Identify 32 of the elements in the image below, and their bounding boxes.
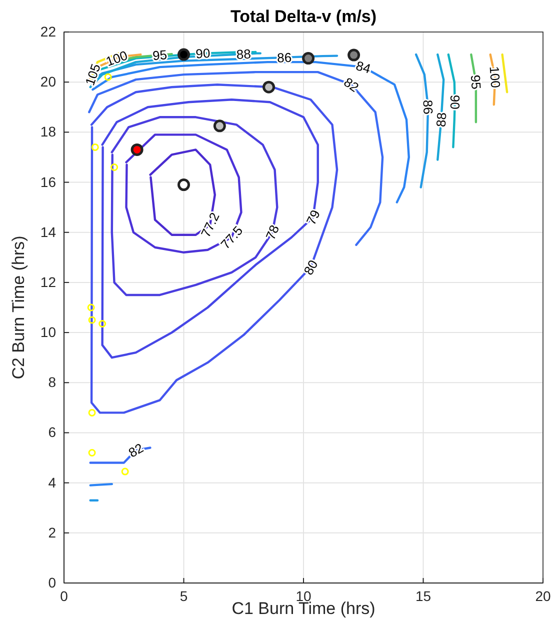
series-label: 90 [195,45,211,62]
text: 95 [468,74,484,90]
y-tick-label: 12 [40,274,56,290]
y-tick-label: 20 [40,74,56,90]
text: 82 [126,440,146,460]
text: 79 [303,208,324,228]
y-tick-label: 0 [48,574,56,590]
y-tick-label: 16 [40,174,56,190]
text: 82 [341,74,362,95]
y-tick-label: 14 [40,224,56,240]
y-tick-label: 18 [40,124,56,140]
series-label: 88 [236,46,252,62]
y-tick-label: 8 [48,374,56,390]
text: 88 [433,112,450,128]
x-tick-label: 5 [180,588,188,604]
x-tick-label: 20 [535,588,551,604]
text: 84 [354,58,372,76]
text: 80 [300,257,321,278]
y-tick-label: 10 [40,324,56,340]
y-tick-label: 2 [48,524,56,540]
text: 100 [486,66,504,88]
text: 86 [420,100,436,115]
y-tick-label: 22 [40,23,56,40]
chart-title: Total Delta-v (m/s) [230,7,377,26]
text: 78 [262,222,282,242]
x-tick-label: 15 [415,588,432,604]
x-tick-label: 0 [60,588,68,604]
text: 90 [447,94,462,110]
y-tick-label: 4 [48,474,56,490]
y-axis-title: C2 Burn Time (hrs) [9,236,28,380]
y-tick-label: 6 [48,424,56,440]
series-label: 95 [152,47,168,64]
